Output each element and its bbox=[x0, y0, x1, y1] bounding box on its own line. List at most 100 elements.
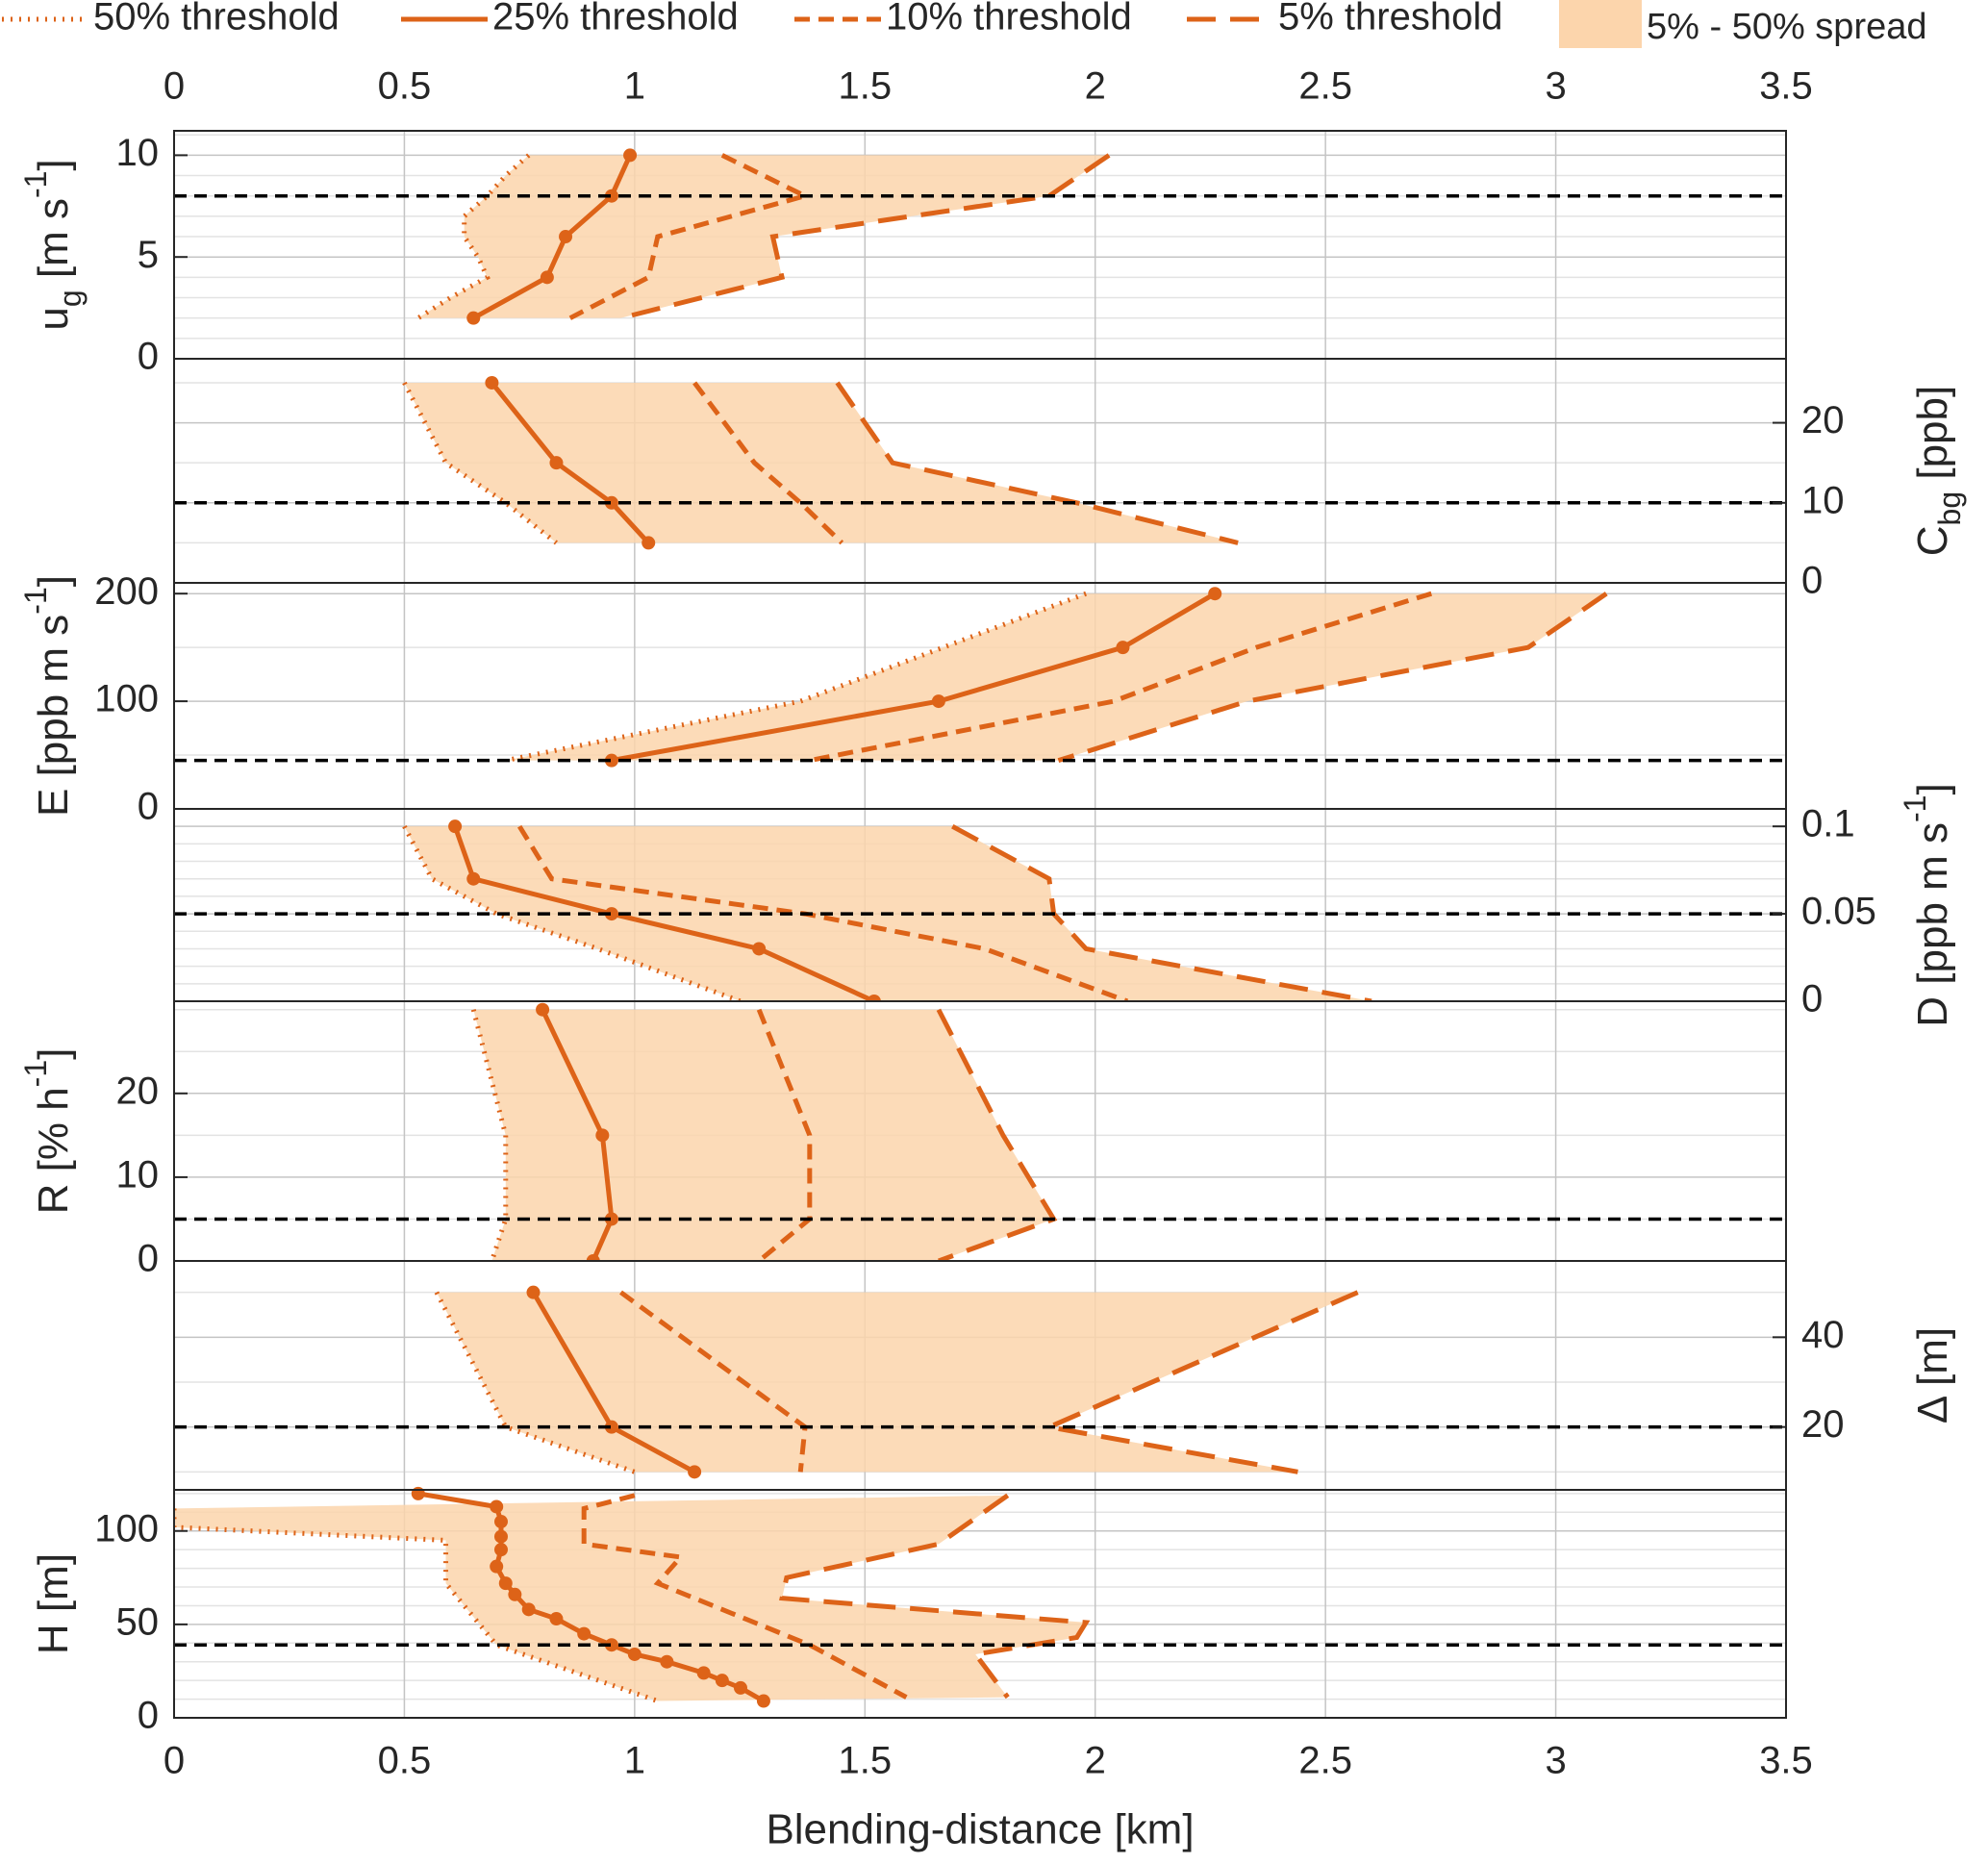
x-tick-label: 0.5 bbox=[378, 1740, 432, 1782]
data-point bbox=[466, 871, 481, 886]
x-tick-label: 1 bbox=[624, 1740, 645, 1782]
data-point bbox=[931, 694, 945, 709]
x-tick-label: 1.5 bbox=[838, 1740, 892, 1782]
data-point bbox=[485, 375, 499, 390]
data-point bbox=[756, 1694, 770, 1708]
y-axis-label-part: [ppb] bbox=[1909, 386, 1956, 491]
spread-area bbox=[473, 1009, 1054, 1261]
y-tick-label: 20 bbox=[116, 1070, 160, 1112]
data-point bbox=[559, 230, 573, 244]
x-tick-label: 2.5 bbox=[1298, 1740, 1352, 1782]
series-line bbox=[692, 381, 844, 545]
y-tick-label: 0 bbox=[138, 1695, 159, 1737]
y-axis-label-part: bg bbox=[1932, 491, 1967, 526]
y-tick-label: 20 bbox=[1801, 399, 1845, 441]
y-axis-label-part: -1 bbox=[18, 587, 53, 614]
panel-border bbox=[173, 1489, 1787, 1719]
series-line bbox=[779, 1493, 1091, 1700]
y-axis-label-part: -1 bbox=[1898, 795, 1932, 822]
data-point bbox=[1208, 587, 1222, 601]
data-point bbox=[752, 942, 767, 956]
data-point bbox=[540, 270, 554, 285]
data-point bbox=[490, 1559, 504, 1574]
data-point bbox=[595, 1128, 610, 1143]
legend-label: 10% threshold bbox=[886, 0, 1132, 38]
data-point bbox=[549, 456, 564, 470]
series-line bbox=[835, 381, 1239, 545]
spread-area bbox=[174, 1495, 1087, 1701]
y-axis-label-part: ] bbox=[1909, 783, 1956, 794]
series-line bbox=[619, 153, 1111, 321]
x-tick-label: 2 bbox=[1085, 1740, 1106, 1782]
y-axis-label-part: ] bbox=[30, 159, 77, 170]
y-tick-label: 40 bbox=[1801, 1314, 1845, 1356]
data-point bbox=[549, 1612, 564, 1626]
data-point bbox=[660, 1654, 674, 1669]
data-point bbox=[604, 907, 618, 921]
x-tick-label: 3 bbox=[1545, 65, 1566, 108]
data-point bbox=[526, 1285, 541, 1299]
data-point bbox=[493, 1543, 508, 1557]
data-point bbox=[448, 819, 463, 834]
data-point bbox=[521, 1602, 536, 1617]
series-line bbox=[490, 381, 651, 545]
series-line bbox=[756, 1008, 813, 1261]
series-line bbox=[581, 1493, 908, 1700]
y-axis-label: D [ppb m s-1] bbox=[1898, 783, 1955, 1026]
series-line bbox=[1057, 592, 1608, 764]
y-tick-label: 200 bbox=[94, 570, 159, 613]
y-axis-label: H [m] bbox=[30, 1553, 77, 1654]
legend-label: 5% - 50% spread bbox=[1647, 7, 1927, 47]
x-tick-label: 3 bbox=[1545, 1740, 1566, 1782]
x-axis-label: Blending-distance [km] bbox=[766, 1806, 1194, 1853]
data-point bbox=[715, 1674, 729, 1688]
data-point bbox=[604, 1638, 618, 1652]
y-axis-label-part: H [m] bbox=[30, 1553, 77, 1654]
y-tick-label: 0.05 bbox=[1801, 891, 1876, 933]
x-tick-label: 2.5 bbox=[1298, 65, 1352, 108]
y-tick-label: 5 bbox=[138, 234, 159, 276]
x-tick-label: 0 bbox=[164, 65, 185, 108]
legend-label: 50% threshold bbox=[93, 0, 340, 38]
data-point bbox=[577, 1626, 591, 1641]
series-line bbox=[402, 381, 559, 545]
y-tick-label: 0 bbox=[138, 786, 159, 828]
x-tick-label: 3.5 bbox=[1759, 65, 1813, 108]
x-tick-label: 2 bbox=[1085, 65, 1106, 108]
data-point bbox=[1116, 641, 1130, 655]
series-line bbox=[1041, 1290, 1359, 1474]
series-line bbox=[936, 1008, 1058, 1261]
x-tick-label: 1.5 bbox=[838, 65, 892, 108]
y-axis-label-part: -1 bbox=[18, 1060, 53, 1087]
y-tick-label: 0 bbox=[138, 336, 159, 378]
data-point bbox=[536, 1002, 550, 1017]
data-point bbox=[411, 1486, 425, 1500]
data-point bbox=[466, 311, 481, 325]
y-axis-label-part: Δ [m] bbox=[1909, 1327, 1956, 1423]
data-point bbox=[627, 1647, 642, 1661]
y-tick-label: 100 bbox=[94, 1507, 159, 1549]
legend-swatch bbox=[1559, 0, 1642, 48]
y-axis-label-part: ] bbox=[30, 575, 77, 587]
data-point bbox=[493, 1515, 508, 1529]
x-tick-label: 0.5 bbox=[378, 65, 432, 108]
data-point bbox=[604, 1420, 618, 1434]
data-point bbox=[604, 1212, 618, 1226]
y-axis-label-part: [m s bbox=[30, 198, 77, 290]
y-axis-label-part: E [ppb m s bbox=[30, 615, 77, 817]
data-point bbox=[508, 1587, 522, 1601]
y-tick-label: 0 bbox=[1801, 978, 1823, 1020]
y-tick-label: 0 bbox=[1801, 560, 1823, 602]
series-line bbox=[174, 1508, 659, 1703]
y-axis-label-part: ] bbox=[30, 1048, 77, 1060]
legend-label: 5% threshold bbox=[1278, 0, 1502, 38]
y-axis-label-part: D [ppb m s bbox=[1909, 822, 1956, 1027]
y-axis-label: Cbg [ppb] bbox=[1909, 386, 1968, 556]
y-axis-label: ug [m s-1] bbox=[18, 159, 88, 330]
y-axis-label-part: R [% h bbox=[30, 1087, 77, 1214]
y-tick-label: 50 bbox=[116, 1600, 160, 1643]
data-point bbox=[498, 1576, 513, 1591]
y-tick-label: 0 bbox=[138, 1238, 159, 1280]
